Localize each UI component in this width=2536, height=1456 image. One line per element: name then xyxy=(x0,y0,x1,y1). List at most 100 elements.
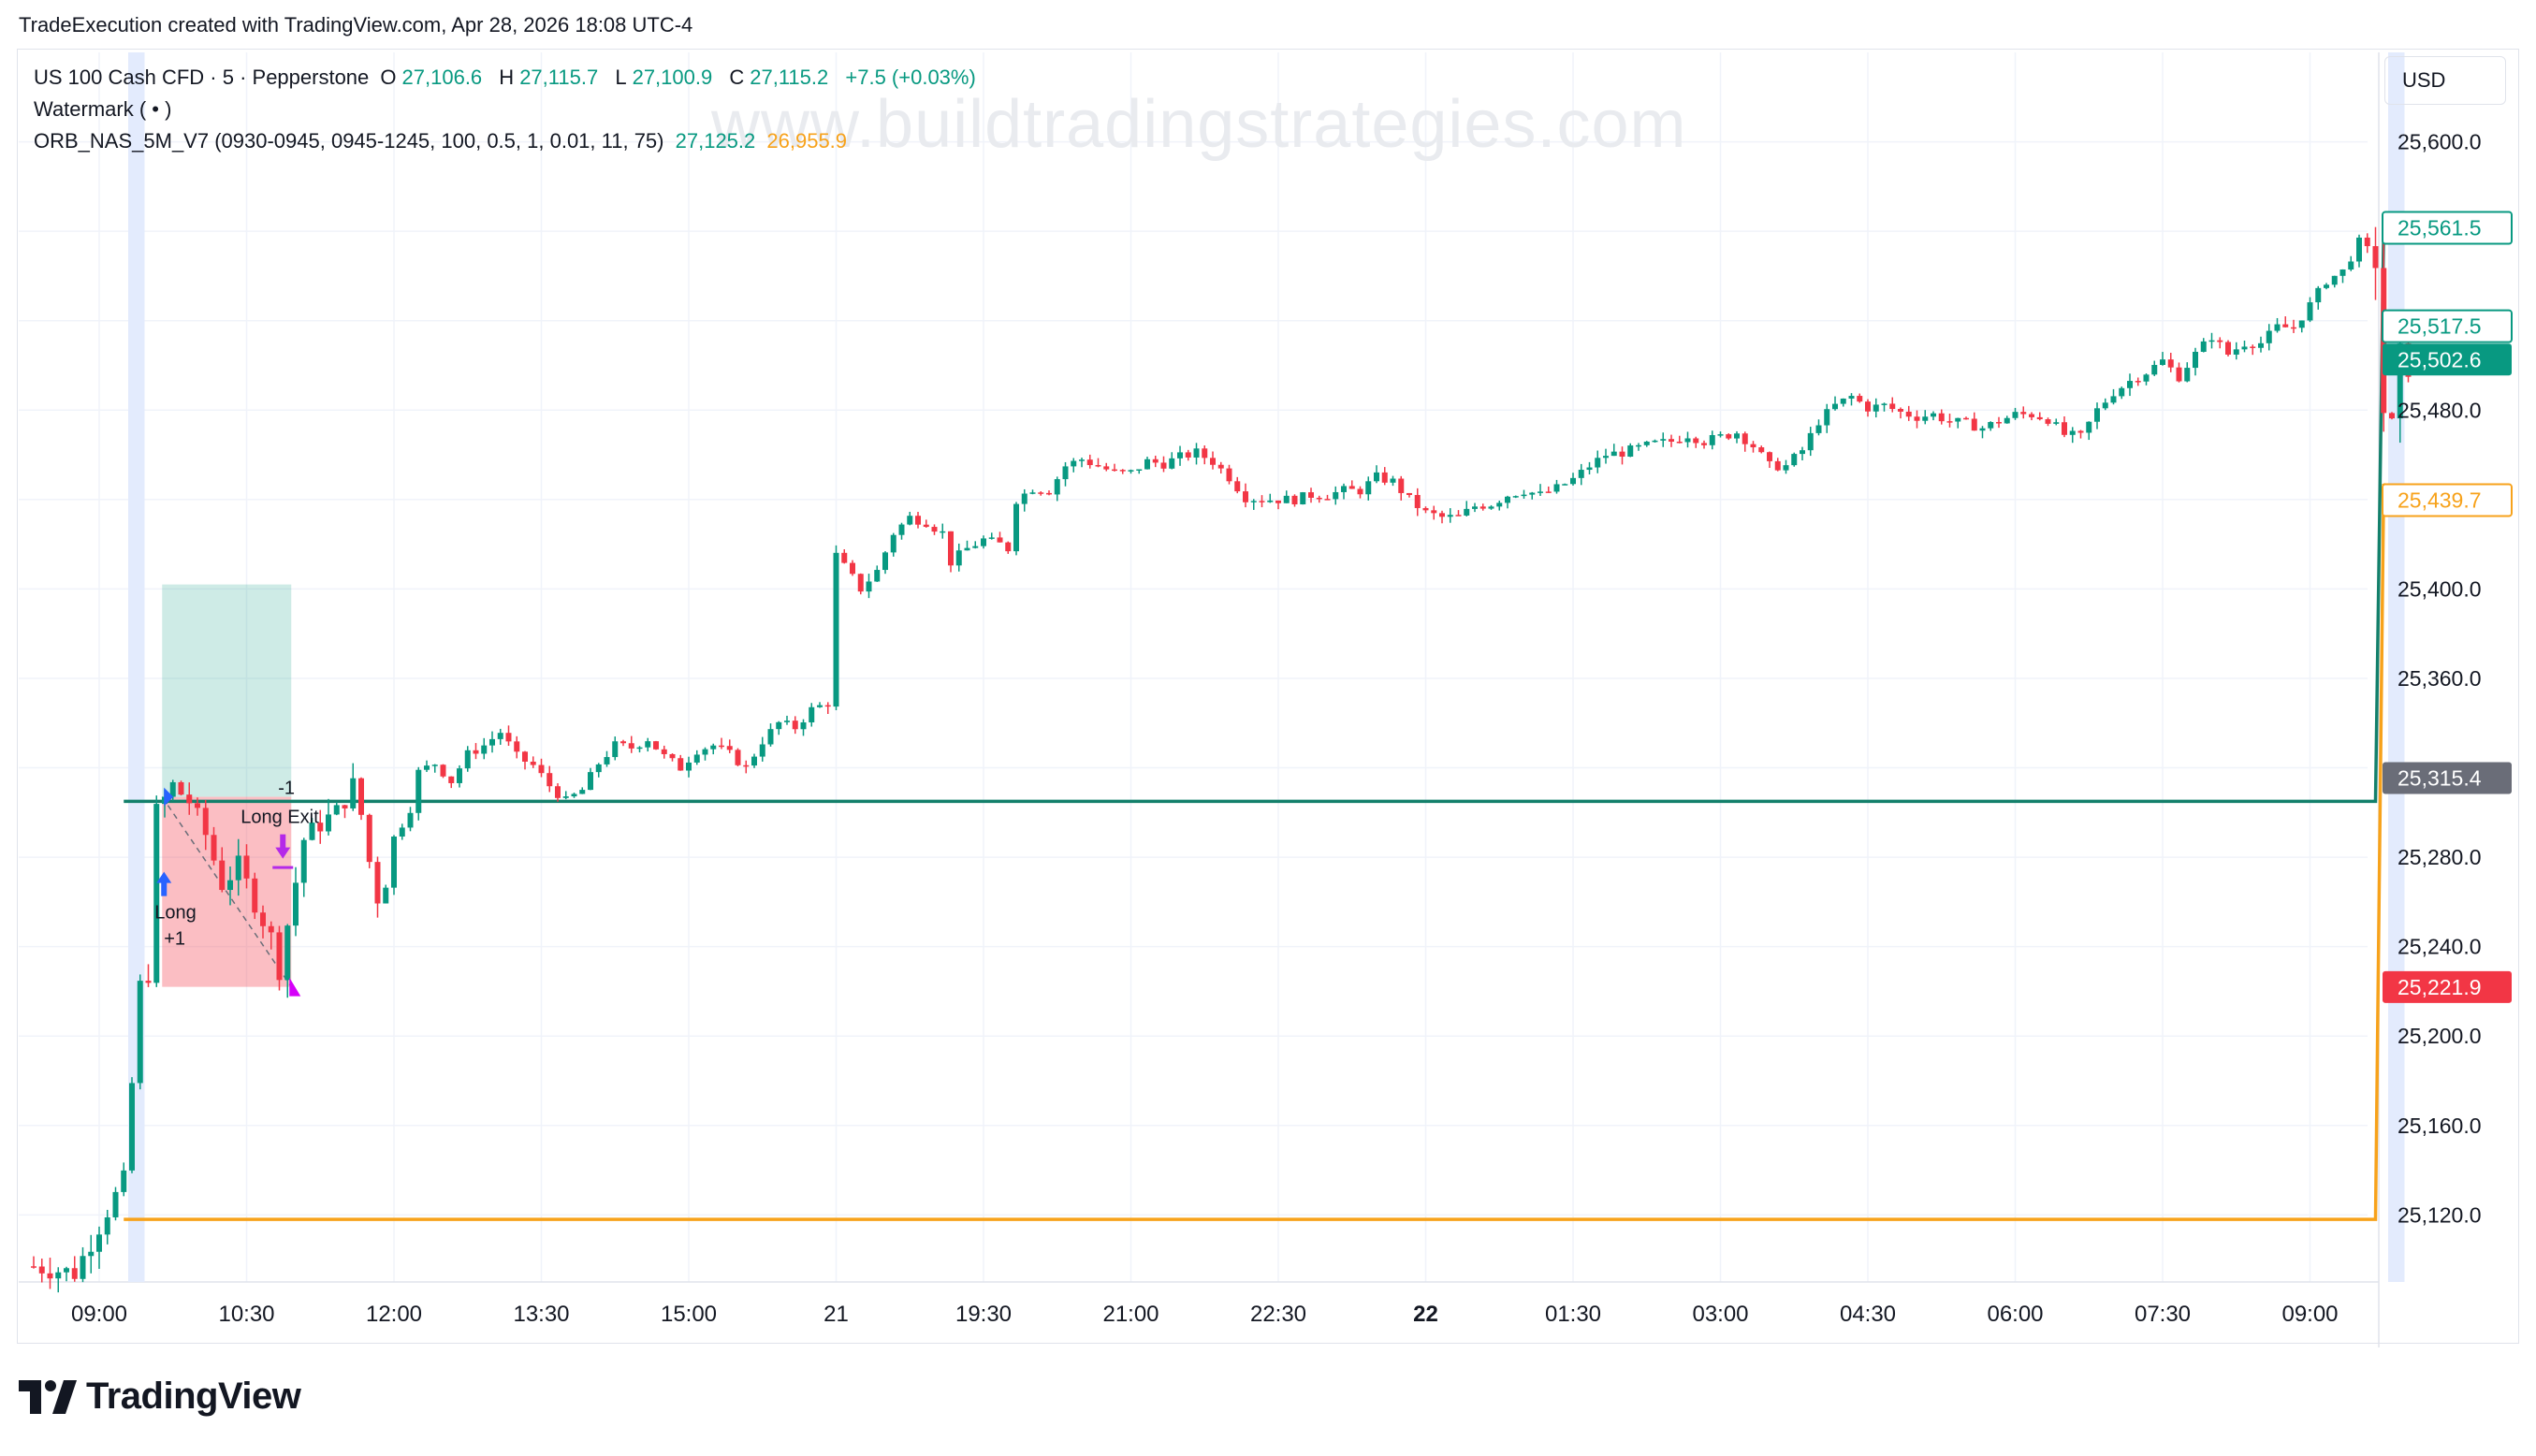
candle-body xyxy=(1742,433,1748,444)
candle xyxy=(1505,495,1510,509)
candle-body xyxy=(1112,469,1117,472)
candle-body xyxy=(1079,459,1085,461)
candle xyxy=(686,756,692,778)
candle xyxy=(2127,373,2133,397)
watermark-legend[interactable]: Watermark ( • ) xyxy=(34,97,172,121)
price-badge-box xyxy=(2383,343,2512,376)
candle xyxy=(702,747,708,761)
time-tick-label: 09:00 xyxy=(71,1302,127,1327)
candle xyxy=(1275,500,1281,510)
candle-body xyxy=(186,794,193,804)
symbol-name[interactable]: US 100 Cash CFD · 5 · Pepperstone xyxy=(34,66,370,89)
orb-high-line xyxy=(124,226,2409,804)
time-tick-label: 21:00 xyxy=(1102,1302,1159,1327)
candle-body xyxy=(1455,515,1462,517)
candle-body xyxy=(1259,501,1265,502)
candle xyxy=(645,737,651,752)
candle-body xyxy=(907,516,913,525)
price-tick-label: 25,120.0 xyxy=(2398,1202,2482,1227)
price-badge-box xyxy=(2382,483,2513,517)
candle-body xyxy=(407,812,414,828)
candle xyxy=(571,793,577,798)
candle-body xyxy=(252,878,258,913)
currency-selector[interactable]: USD xyxy=(2384,56,2506,105)
candle xyxy=(931,524,938,535)
candle-body xyxy=(915,516,921,525)
candle-body xyxy=(702,749,708,755)
candle xyxy=(1029,489,1036,495)
candle xyxy=(1824,403,1830,433)
candle-body xyxy=(1971,418,1977,431)
candle xyxy=(276,925,283,991)
candle xyxy=(407,807,414,832)
candle xyxy=(1742,431,1748,452)
candle xyxy=(1112,463,1117,472)
candle xyxy=(1881,402,1887,412)
candle xyxy=(1791,452,1798,467)
candle xyxy=(317,809,324,844)
candle xyxy=(809,703,815,727)
candle-body xyxy=(1357,488,1363,495)
price-tick-label: 25,160.0 xyxy=(2398,1114,2482,1138)
candle xyxy=(784,715,790,725)
candle-body xyxy=(350,778,357,808)
candle-body xyxy=(317,823,324,832)
candle xyxy=(767,723,774,747)
candle-body xyxy=(1717,434,1724,436)
candle xyxy=(366,813,372,868)
candle-body xyxy=(47,1273,53,1279)
candle-body xyxy=(719,745,724,748)
candle-body xyxy=(604,757,610,764)
time-tick-label: 22:30 xyxy=(1250,1302,1306,1327)
candle xyxy=(31,1256,36,1269)
candle-body xyxy=(1643,441,1650,445)
candle-body xyxy=(391,836,397,888)
candle xyxy=(1562,483,1568,486)
candle xyxy=(1570,473,1576,486)
strategy-value-high: 27,125.2 xyxy=(675,129,756,153)
candle-body xyxy=(309,823,315,840)
exit-bar-icon xyxy=(272,866,294,869)
candle xyxy=(2298,320,2305,333)
tradingview-logo[interactable]: TradingView xyxy=(19,1376,301,1418)
candle-body xyxy=(1152,459,1159,463)
candle xyxy=(530,756,536,768)
strategy-legend[interactable]: ORB_NAS_5M_V7 (0930-0945, 0945-1245, 100… xyxy=(34,129,853,153)
candle xyxy=(2266,324,2272,351)
candle xyxy=(1431,505,1437,520)
candle xyxy=(751,753,757,768)
candle xyxy=(129,1077,135,1173)
candle-body xyxy=(1005,542,1012,552)
candle-body xyxy=(1545,491,1552,493)
candle-body xyxy=(1291,495,1298,504)
candle xyxy=(1348,480,1355,489)
symbol-legend[interactable]: US 100 Cash CFD · 5 · Pepperstone O 27,10… xyxy=(34,66,982,90)
candle xyxy=(2062,415,2067,438)
candle xyxy=(2045,417,2051,427)
candle-body xyxy=(2062,422,2067,435)
candle xyxy=(2356,234,2362,268)
candle xyxy=(391,835,397,895)
candle-body xyxy=(1676,442,1683,444)
strategy-name[interactable]: ORB_NAS_5M_V7 (0930-0945, 0945-1245, 100… xyxy=(34,129,664,153)
candle-body xyxy=(1603,456,1609,459)
candle-body xyxy=(792,721,798,730)
candle-body xyxy=(178,781,184,795)
candle-body xyxy=(489,738,495,746)
candle-body xyxy=(137,981,143,1084)
candle-body xyxy=(1791,454,1798,466)
candle xyxy=(1922,410,1929,425)
entry-label: Long xyxy=(154,903,197,924)
candle xyxy=(2225,340,2231,357)
candle-body xyxy=(2389,413,2395,419)
candle-body xyxy=(1726,434,1732,439)
time-tick-label: 15:00 xyxy=(661,1302,717,1327)
candle-body xyxy=(2307,302,2313,321)
candle xyxy=(1095,458,1101,468)
candle xyxy=(898,522,905,540)
time-tick-label: 03:00 xyxy=(1692,1302,1748,1327)
candle xyxy=(1701,440,1707,449)
candle xyxy=(2258,336,2264,353)
candle-body xyxy=(2053,422,2060,424)
